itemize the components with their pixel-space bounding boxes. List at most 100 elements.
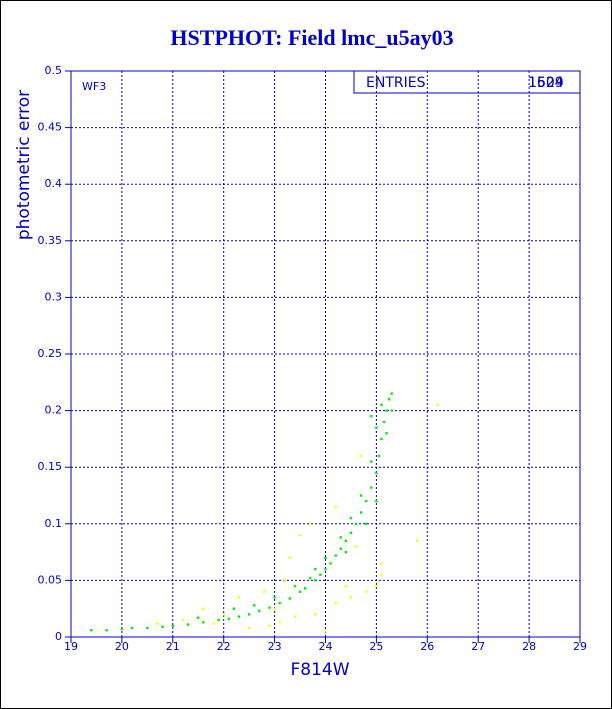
point [334, 601, 337, 605]
point [365, 590, 368, 593]
point [385, 409, 388, 412]
point [339, 547, 342, 550]
x-tick-label: 22 [217, 640, 231, 653]
x-tick-label: 29 [573, 640, 587, 653]
point [146, 626, 149, 630]
point [344, 584, 348, 588]
point [354, 545, 358, 548]
point [222, 613, 225, 616]
point [375, 426, 378, 429]
point [237, 615, 241, 618]
y-tick-label: 0.2 [45, 404, 63, 417]
chart-title: HSTPHOT: Field lmc_u5ay03 [170, 25, 453, 50]
stats-value: 1609 [528, 75, 564, 91]
point [354, 522, 358, 525]
point [181, 618, 185, 622]
point [171, 624, 174, 627]
point [314, 579, 317, 582]
point [314, 567, 317, 571]
point [339, 536, 342, 539]
point [359, 454, 363, 458]
point [237, 596, 241, 599]
point [334, 554, 337, 557]
point [390, 392, 393, 395]
point [344, 539, 348, 542]
point [283, 579, 286, 582]
x-tick-label: 20 [115, 640, 129, 653]
point [370, 460, 373, 463]
point [349, 596, 353, 599]
point [263, 590, 266, 593]
point [436, 403, 439, 407]
point [382, 420, 386, 424]
point [303, 587, 307, 590]
point [293, 615, 297, 618]
x-axis-label: F814W [290, 660, 349, 680]
point [365, 522, 368, 525]
point [227, 617, 230, 621]
point [375, 471, 378, 475]
point [247, 626, 251, 630]
point [349, 531, 353, 535]
point [314, 613, 317, 616]
point [387, 398, 391, 401]
point [278, 621, 281, 624]
point [288, 556, 292, 559]
y-tick-label: 0.3 [45, 290, 63, 303]
point [268, 624, 271, 627]
stats-label: ENTRIES [366, 75, 426, 91]
y-tick-label: 0.05 [38, 573, 63, 586]
point [130, 626, 134, 630]
point [375, 499, 378, 503]
point [212, 622, 215, 625]
point [247, 613, 251, 616]
x-tick-label: 26 [420, 640, 434, 653]
y-tick-label: 0.35 [38, 234, 63, 247]
x-tick-label: 21 [166, 640, 180, 653]
x-tick-label: 25 [369, 640, 383, 653]
x-tick-label: 28 [522, 640, 536, 653]
point [334, 505, 337, 509]
point [385, 432, 388, 435]
y-axis-label: photometric error [14, 90, 34, 240]
point [202, 621, 205, 624]
point [298, 590, 302, 593]
x-tick-label: 27 [471, 640, 485, 653]
y-tick-label: 0 [55, 630, 62, 643]
point [309, 576, 312, 580]
y-tick-label: 0.1 [45, 517, 63, 530]
x-tick-label: 23 [268, 640, 282, 653]
point [324, 630, 327, 633]
point [415, 539, 419, 542]
point [90, 629, 93, 632]
point [324, 567, 327, 571]
point [186, 623, 190, 626]
point [298, 533, 302, 537]
point [253, 604, 256, 607]
point [197, 616, 200, 619]
point [370, 415, 373, 418]
point [120, 627, 124, 631]
point [359, 511, 363, 514]
point [377, 454, 381, 458]
point [324, 556, 327, 559]
point [380, 562, 383, 565]
point [161, 625, 164, 629]
point [365, 499, 368, 503]
y-tick-label: 0.15 [38, 460, 63, 473]
point [390, 409, 393, 412]
point [380, 573, 383, 576]
point [288, 597, 292, 600]
point [359, 494, 363, 497]
point [278, 601, 281, 605]
stats-value: 1524 [528, 75, 564, 91]
plot-frame [70, 70, 581, 638]
y-tick-label: 0.5 [45, 64, 63, 77]
point [273, 607, 276, 610]
y-tick-label: 0.4 [45, 177, 63, 190]
point [258, 609, 261, 613]
y-tick-label: 0.45 [38, 121, 63, 134]
point [319, 573, 322, 576]
